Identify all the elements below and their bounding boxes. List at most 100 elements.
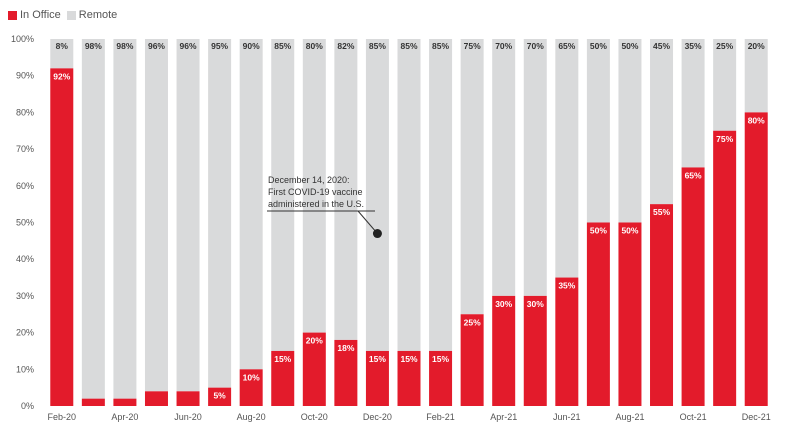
y-tick-label: 0% [21, 401, 34, 411]
bar-in-office [50, 68, 74, 407]
bar-remote [555, 39, 579, 278]
bar-in-office [271, 350, 295, 406]
legend-item-remote: Remote [66, 9, 117, 21]
bar-in-office [460, 314, 484, 406]
data-label-remote: 82% [337, 41, 354, 51]
data-label-in-office: 25% [464, 317, 481, 327]
data-label-remote: 85% [432, 41, 449, 51]
data-label-remote: 45% [653, 41, 670, 51]
data-label-in-office: 65% [685, 170, 702, 180]
data-label-in-office: 15% [369, 354, 386, 364]
annotation-text: administered in the U.S. [268, 199, 364, 209]
bar-in-office [555, 277, 579, 406]
bar-in-office [397, 350, 421, 406]
bar-in-office [365, 350, 389, 406]
y-tick-label: 60% [16, 181, 34, 191]
data-label-remote: 95% [211, 41, 228, 51]
x-tick-label: Oct-20 [301, 412, 328, 422]
legend-swatch-remote [66, 10, 76, 20]
data-label-remote: 85% [400, 41, 417, 51]
legend-item-in-office: In Office [8, 9, 61, 21]
data-label-remote: 98% [85, 41, 102, 51]
data-label-remote: 65% [558, 41, 575, 51]
y-tick-label: 20% [16, 328, 34, 338]
y-tick-label: 50% [16, 218, 34, 228]
data-label-remote: 85% [274, 41, 291, 51]
y-tick-label: 30% [16, 291, 34, 301]
y-tick-label: 100% [11, 34, 34, 44]
data-label-remote: 98% [116, 41, 133, 51]
bar-in-office [176, 391, 200, 406]
data-label-in-office: 30% [495, 299, 512, 309]
bar-in-office [208, 387, 232, 406]
x-tick-label: Oct-21 [680, 412, 707, 422]
y-tick-label: 80% [16, 107, 34, 117]
x-tick-label: Feb-20 [48, 412, 77, 422]
bar-remote [50, 39, 74, 69]
bar-in-office [523, 295, 547, 406]
bar-in-office [81, 398, 105, 406]
data-label-remote: 35% [685, 41, 702, 51]
data-label-remote: 70% [527, 41, 544, 51]
x-tick-label: Aug-20 [237, 412, 266, 422]
bar-remote [334, 39, 358, 340]
bar-remote [429, 39, 453, 351]
bar-in-office [713, 130, 737, 406]
bar-in-office [144, 391, 168, 406]
data-label-remote: 75% [464, 41, 481, 51]
annotation-text: First COVID-19 vaccine [268, 187, 363, 197]
data-label-in-office: 75% [716, 134, 733, 144]
data-label-remote: 20% [748, 41, 765, 51]
y-tick-label: 10% [16, 364, 34, 374]
bar-remote [365, 39, 389, 351]
data-label-in-office: 15% [432, 354, 449, 364]
annotation-marker [372, 229, 382, 239]
bar-in-office [334, 339, 358, 406]
bar-remote [586, 39, 610, 223]
data-label-remote: 96% [180, 41, 197, 51]
data-label-in-office: 5% [213, 391, 226, 401]
data-label-in-office: 55% [653, 207, 670, 217]
annotation-leader-line [357, 210, 378, 234]
legend-swatch-in-office [8, 10, 17, 20]
bar-remote [144, 39, 168, 392]
x-tick-label: Apr-20 [111, 412, 138, 422]
bar-in-office [239, 369, 263, 406]
x-tick-label: Feb-21 [426, 412, 455, 422]
x-tick-label: Jun-20 [174, 412, 202, 422]
bar-in-office [744, 112, 768, 407]
bar-remote [208, 39, 232, 388]
data-label-in-office: 92% [53, 71, 70, 81]
x-tick-label: Aug-21 [615, 412, 644, 422]
data-label-in-office: 30% [527, 299, 544, 309]
data-label-remote: 85% [369, 41, 386, 51]
data-label-remote: 70% [495, 41, 512, 51]
bar-remote [81, 39, 105, 399]
bar-remote [397, 39, 421, 351]
data-label-remote: 80% [306, 41, 323, 51]
x-tick-label: Dec-21 [742, 412, 771, 422]
bar-remote [618, 39, 642, 223]
legend: In Office Remote [8, 9, 123, 21]
bar-in-office [618, 222, 642, 406]
bar-in-office [302, 332, 326, 406]
bar-in-office [429, 350, 453, 406]
data-label-in-office: 50% [590, 226, 607, 236]
bar-remote [176, 39, 200, 392]
bar-remote [681, 39, 705, 168]
bar-in-office [681, 167, 705, 406]
bar-in-office [113, 398, 137, 406]
data-label-in-office: 50% [621, 226, 638, 236]
data-label-remote: 50% [590, 41, 607, 51]
data-label-in-office: 20% [306, 336, 323, 346]
data-label-remote: 96% [148, 41, 165, 51]
bar-remote [113, 39, 137, 399]
data-label-in-office: 10% [243, 372, 260, 382]
data-label-in-office: 35% [558, 281, 575, 291]
annotation-text: December 14, 2020: [268, 175, 350, 185]
data-label-in-office: 15% [274, 354, 291, 364]
bar-remote [523, 39, 547, 296]
data-label-remote: 25% [716, 41, 733, 51]
y-tick-label: 70% [16, 144, 34, 154]
